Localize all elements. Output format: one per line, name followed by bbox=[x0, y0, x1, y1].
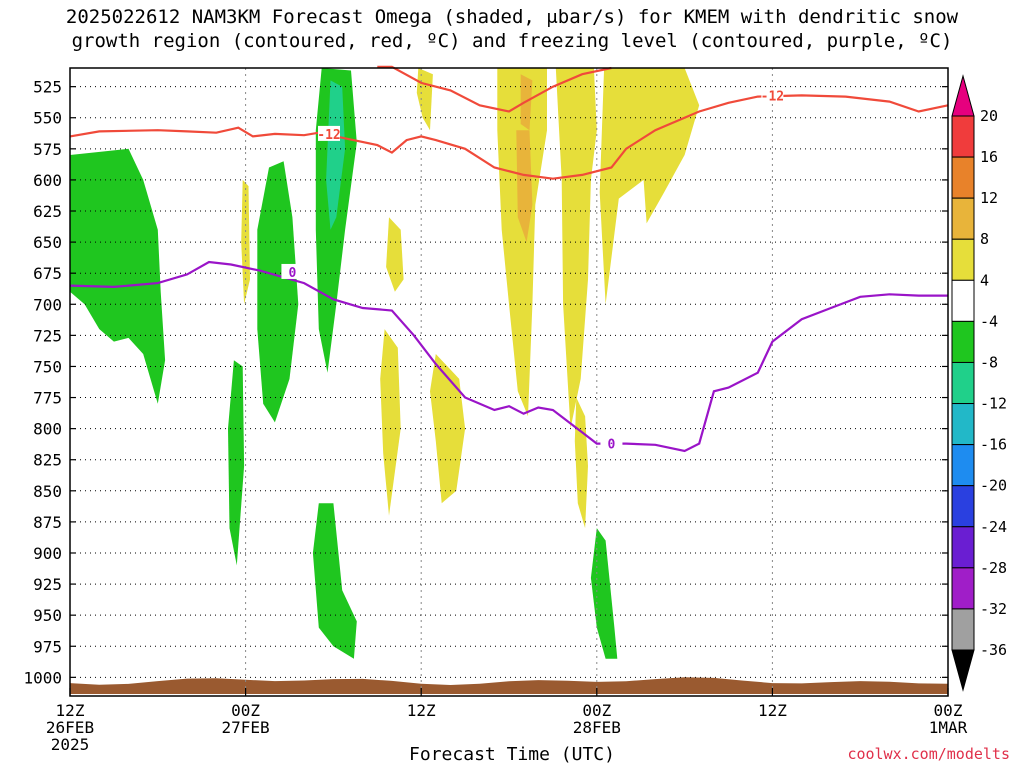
y-tick-label-650: 650 bbox=[33, 233, 62, 252]
omega-region-12 bbox=[380, 329, 401, 516]
plot-frame bbox=[69, 67, 949, 697]
colorbar-box-1 bbox=[951, 156, 975, 199]
omega-region-4 bbox=[228, 360, 245, 566]
contour-label-0-0: -12 bbox=[317, 128, 340, 143]
y-tick-label-575: 575 bbox=[33, 140, 62, 159]
x-tick-label-60-0: 00Z bbox=[934, 701, 963, 720]
contour-label-2-0: 0 bbox=[289, 266, 297, 281]
colorbar-label-1: 16 bbox=[980, 148, 998, 166]
omega-region-10 bbox=[574, 397, 588, 529]
colorbar-box-5 bbox=[951, 320, 975, 363]
y-tick-label-975: 975 bbox=[33, 637, 62, 656]
colorbar-box-4 bbox=[951, 279, 975, 322]
colorbar-bottom-arrow bbox=[951, 649, 975, 692]
colorbar-box-3 bbox=[951, 238, 975, 281]
omega-region-2 bbox=[315, 68, 357, 373]
contour-label-2-1: 0 bbox=[608, 438, 616, 453]
omega-region-16 bbox=[516, 130, 533, 243]
contour-label-bg-2-0 bbox=[281, 263, 304, 279]
y-tick-label-850: 850 bbox=[33, 482, 62, 501]
x-tick-label-48-0: 12Z bbox=[758, 701, 787, 720]
colorbar-label-13: -36 bbox=[980, 641, 1007, 659]
x-tick-label-12-0: 00Z bbox=[231, 701, 260, 720]
colorbar-label-0: 20 bbox=[980, 107, 998, 125]
x-tick-label-0-2: 2025 bbox=[51, 735, 90, 754]
colorbar-box-9 bbox=[951, 485, 975, 528]
x-tick-label-0-0: 12Z bbox=[56, 701, 85, 720]
colorbar-label-8: -16 bbox=[980, 436, 1007, 454]
y-tick-label-725: 725 bbox=[33, 326, 62, 345]
y-tick-label-900: 900 bbox=[33, 544, 62, 563]
y-tick-label-825: 825 bbox=[33, 451, 62, 470]
chart-title-line1: 2025022612 NAM3KM Forecast Omega (shaded… bbox=[65, 6, 959, 28]
x-tick-label-60-1: 1MAR bbox=[929, 718, 968, 737]
x-axis-label: Forecast Time (UTC) bbox=[409, 744, 615, 765]
colorbar-label-2: 12 bbox=[980, 189, 998, 207]
colorbar-box-12 bbox=[951, 608, 975, 651]
terrain-surface bbox=[70, 677, 948, 694]
omega-region-15 bbox=[416, 68, 433, 131]
y-tick-label-625: 625 bbox=[33, 202, 62, 221]
y-tick-label-950: 950 bbox=[33, 606, 62, 625]
omega-region-0 bbox=[70, 148, 166, 404]
y-tick-label-1000: 1000 bbox=[23, 668, 62, 687]
colorbar-label-10: -24 bbox=[980, 518, 1007, 536]
y-tick-label-550: 550 bbox=[33, 109, 62, 128]
contour-label-bg-0-1 bbox=[761, 87, 784, 103]
colorbar-box-6 bbox=[951, 361, 975, 405]
y-tick-label-775: 775 bbox=[33, 389, 62, 408]
contour-label-bg-2-1 bbox=[600, 435, 623, 451]
contour-line-1 bbox=[377, 65, 612, 113]
y-tick-label-600: 600 bbox=[33, 171, 62, 190]
colorbar-label-6: -8 bbox=[980, 353, 998, 371]
contour-label-0-1: -12 bbox=[761, 89, 784, 104]
y-tick-label-750: 750 bbox=[33, 357, 62, 376]
omega-region-7 bbox=[497, 68, 547, 417]
colorbar-box-10 bbox=[951, 526, 975, 569]
y-tick-label-875: 875 bbox=[33, 513, 62, 532]
x-tick-label-0-1: 26FEB bbox=[46, 718, 94, 737]
omega-region-1 bbox=[257, 161, 299, 423]
colorbar-label-4: 4 bbox=[980, 271, 989, 289]
colorbar-label-7: -12 bbox=[980, 395, 1007, 413]
omega-region-11 bbox=[430, 354, 466, 504]
site-credit[interactable]: coolwx.com/modelts bbox=[847, 745, 1010, 763]
contour-line-0 bbox=[69, 94, 949, 180]
omega-region-13 bbox=[386, 217, 404, 292]
colorbar-top-arrow bbox=[951, 74, 975, 117]
colorbar-label-9: -20 bbox=[980, 477, 1007, 495]
omega-region-9 bbox=[599, 68, 700, 305]
omega-region-8 bbox=[555, 68, 597, 429]
chart-title-line2: growth region (contoured, red, ºC) and f… bbox=[71, 30, 953, 52]
colorbar-label-5: -4 bbox=[980, 312, 998, 330]
colorbar-label-11: -28 bbox=[980, 559, 1007, 577]
x-tick-label-36-1: 28FEB bbox=[573, 718, 621, 737]
omega-region-5 bbox=[312, 503, 357, 659]
y-tick-label-525: 525 bbox=[33, 78, 62, 97]
x-tick-label-12-1: 27FEB bbox=[222, 718, 270, 737]
y-tick-label-925: 925 bbox=[33, 575, 62, 594]
colorbar-box-0 bbox=[951, 115, 975, 158]
y-tick-label-675: 675 bbox=[33, 264, 62, 283]
omega-region-6 bbox=[590, 528, 618, 659]
colorbar-box-7 bbox=[951, 403, 975, 446]
colorbar-label-12: -32 bbox=[980, 600, 1007, 618]
x-tick-label-36-0: 00Z bbox=[582, 701, 611, 720]
colorbar-box-2 bbox=[951, 197, 975, 240]
colorbar-label-3: 8 bbox=[980, 230, 989, 248]
x-tick-label-24-0: 12Z bbox=[407, 701, 436, 720]
colorbar-box-8 bbox=[951, 444, 975, 487]
contour-line-2 bbox=[69, 260, 948, 453]
colorbar-box-11 bbox=[951, 567, 975, 610]
contour-label-bg-0-0 bbox=[318, 125, 341, 141]
y-tick-label-800: 800 bbox=[33, 420, 62, 439]
y-tick-label-700: 700 bbox=[33, 295, 62, 314]
